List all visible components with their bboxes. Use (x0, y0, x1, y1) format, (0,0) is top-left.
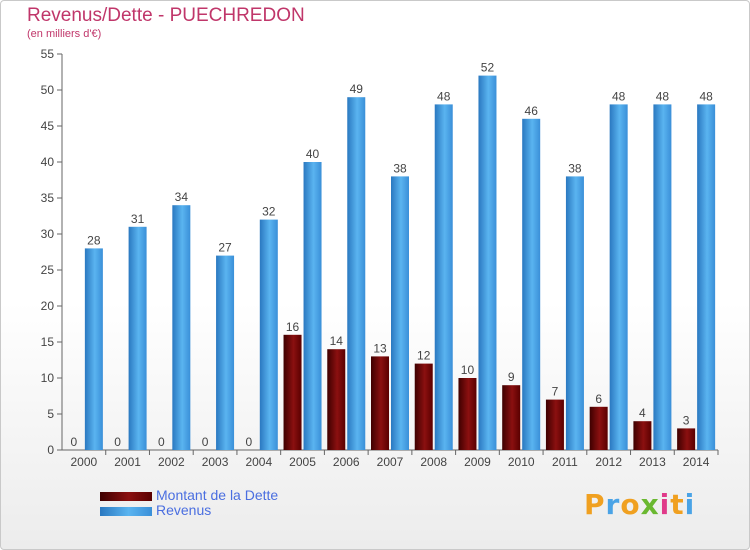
data-label-dette: 4 (639, 406, 646, 420)
bar-revenus (653, 104, 672, 451)
data-label-revenus: 28 (87, 233, 101, 247)
data-label-dette: 0 (245, 435, 252, 449)
bar-revenus (347, 97, 366, 450)
bar-revenus (697, 104, 716, 451)
x-tick-label: 2009 (464, 455, 491, 469)
bar-dette (371, 356, 389, 450)
data-label-dette: 0 (71, 435, 78, 449)
x-tick-label: 2013 (639, 455, 666, 469)
y-tick-label: 40 (41, 155, 55, 169)
data-label-dette: 14 (330, 334, 344, 348)
bar-revenus (565, 176, 584, 450)
bar-revenus (434, 104, 453, 451)
y-tick-label: 45 (41, 119, 55, 133)
chart-subtitle: (en milliers d'€) (27, 28, 102, 40)
x-tick-label: 2005 (289, 455, 316, 469)
bar-revenus (522, 118, 541, 451)
x-tick-label: 2003 (202, 455, 229, 469)
x-tick-label: 2004 (245, 455, 272, 469)
y-tick-label: 25 (41, 263, 55, 277)
bar-dette (414, 363, 433, 450)
bar-revenus (216, 255, 235, 450)
bar-revenus (128, 226, 147, 450)
proxiti-logo: Proxiti (584, 488, 696, 521)
data-label-revenus: 31 (131, 212, 145, 226)
bar-revenus (303, 162, 322, 450)
data-label-revenus: 27 (218, 241, 232, 255)
data-label-revenus: 34 (175, 190, 189, 204)
y-tick-label: 0 (47, 443, 54, 457)
data-label-revenus: 46 (525, 104, 539, 118)
data-label-dette: 0 (202, 435, 209, 449)
x-tick-label: 2010 (508, 455, 535, 469)
data-label-dette: 6 (595, 392, 602, 406)
bar-dette (283, 334, 302, 450)
data-label-dette: 16 (286, 320, 300, 334)
data-label-dette: 0 (158, 435, 165, 449)
data-label-dette: 13 (373, 341, 387, 355)
data-label-revenus: 32 (262, 205, 276, 219)
y-tick-label: 20 (41, 299, 55, 313)
y-tick-label: 35 (41, 191, 55, 205)
x-tick-label: 2008 (420, 455, 447, 469)
data-label-revenus: 48 (656, 89, 670, 103)
data-label-revenus: 48 (699, 89, 713, 103)
bar-revenus (478, 75, 497, 450)
data-label-revenus: 48 (437, 89, 451, 103)
bar-dette (589, 406, 608, 450)
data-label-dette: 12 (417, 349, 431, 363)
data-label-revenus: 48 (612, 89, 626, 103)
legend-swatch-dette (100, 492, 152, 501)
bar-dette (502, 385, 521, 450)
y-tick-label: 5 (47, 407, 54, 421)
x-tick-label: 2002 (158, 455, 185, 469)
legend-swatch-revenus (100, 507, 152, 516)
chart-title: Revenus/Dette - PUECHREDON (27, 5, 305, 26)
bar-dette (677, 428, 696, 450)
data-label-dette: 7 (552, 385, 559, 399)
x-tick-label: 2011 (552, 455, 578, 469)
y-tick-label: 30 (41, 227, 55, 241)
x-tick-label: 2012 (595, 455, 622, 469)
x-tick-label: 2006 (333, 455, 360, 469)
bar-revenus (84, 248, 103, 450)
data-label-dette: 3 (683, 413, 690, 427)
legend-label-revenus: Revenus (156, 502, 212, 518)
data-label-dette: 0 (114, 435, 121, 449)
data-label-revenus: 52 (481, 61, 495, 75)
bar-revenus (172, 205, 191, 450)
bar-dette (458, 378, 477, 450)
y-tick-label: 50 (41, 83, 55, 97)
bar-dette (545, 399, 564, 450)
bar-dette (633, 421, 652, 450)
bar-dette (327, 349, 346, 450)
data-label-dette: 10 (461, 363, 475, 377)
y-tick-label: 55 (41, 47, 55, 61)
x-tick-label: 2014 (683, 455, 710, 469)
x-tick-label: 2001 (114, 455, 141, 469)
data-label-dette: 9 (508, 370, 515, 384)
legend-label-dette: Montant de la Dette (156, 487, 279, 503)
bar-revenus (259, 219, 278, 450)
y-tick-label: 15 (41, 335, 55, 349)
bar-revenus (391, 176, 409, 450)
x-tick-label: 2000 (71, 455, 98, 469)
bar-revenus (609, 104, 628, 451)
data-label-revenus: 38 (568, 161, 582, 175)
data-label-revenus: 49 (350, 82, 364, 96)
x-tick-label: 2007 (377, 455, 404, 469)
y-tick-label: 10 (41, 371, 55, 385)
data-label-revenus: 38 (393, 161, 407, 175)
data-label-revenus: 40 (306, 147, 320, 161)
